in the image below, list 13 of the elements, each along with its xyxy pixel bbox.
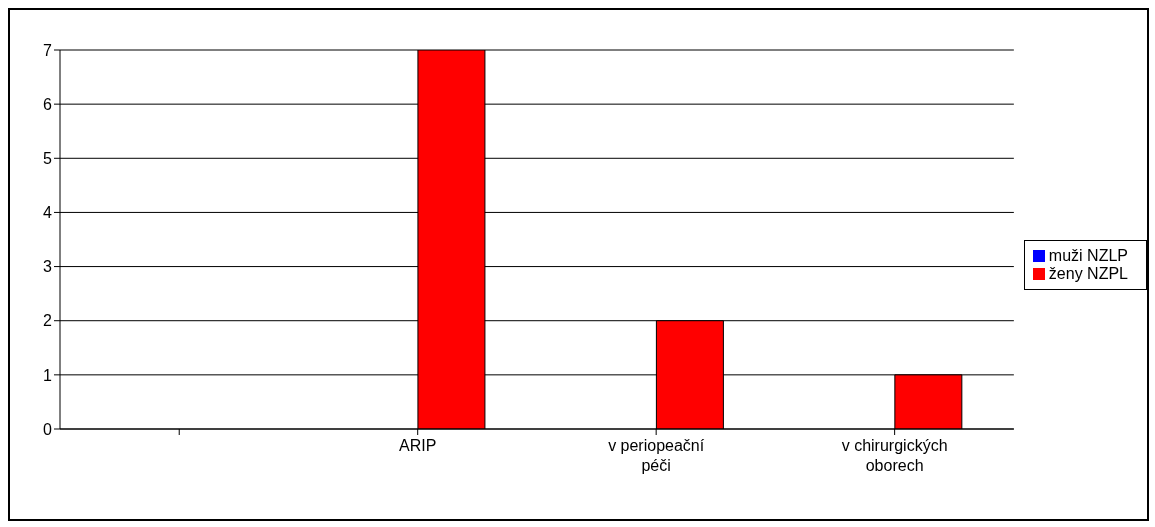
y-tick-label: 4: [43, 204, 53, 222]
y-tick-label: 0: [43, 420, 53, 438]
y-tick-label: 5: [43, 149, 53, 167]
legend-label: ženy NZPL: [1048, 264, 1128, 282]
y-tick-label: 3: [43, 258, 53, 276]
x-tick-label: v periopeační péči: [608, 437, 705, 474]
x-tick-label: v chirurgických oborech: [841, 437, 948, 474]
y-tick-label: 6: [43, 95, 53, 113]
y-tick-label: 7: [43, 41, 53, 59]
legend-label: muži NZLP: [1048, 246, 1128, 264]
y-tick-label: 1: [43, 366, 53, 384]
x-tick-label: ARIP: [399, 437, 437, 454]
y-tick-label: 2: [43, 312, 53, 330]
